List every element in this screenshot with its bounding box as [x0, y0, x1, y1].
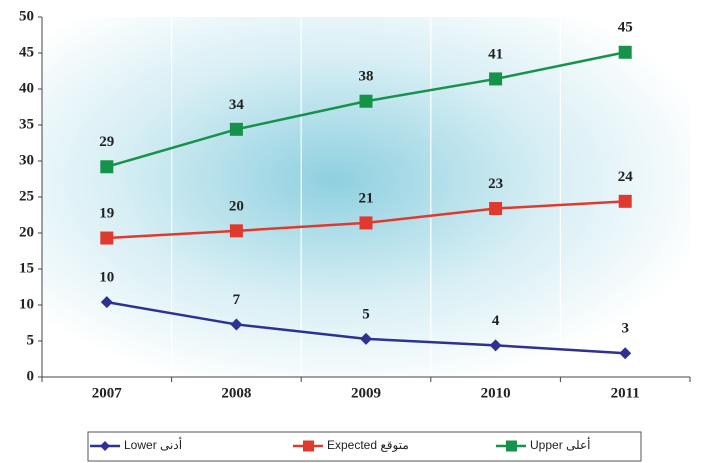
data-point [229, 122, 243, 136]
data-label: 41 [488, 46, 503, 62]
legend-box [87, 431, 642, 462]
data-label: 34 [229, 97, 245, 113]
plot-background [42, 17, 690, 377]
data-label: 10 [99, 270, 114, 286]
legend-label: Lower أدنى [124, 437, 182, 452]
y-tick-label: 25 [19, 188, 34, 204]
data-point [100, 160, 114, 174]
y-tick-label: 15 [19, 260, 34, 276]
data-label: 24 [618, 169, 634, 185]
data-label: 23 [488, 176, 503, 192]
data-point [100, 296, 113, 309]
y-tick-label: 50 [19, 8, 34, 24]
data-label: 38 [359, 69, 374, 85]
legend-label: Upper أعلى [530, 437, 591, 452]
y-tick-label: 40 [19, 80, 34, 96]
data-label: 29 [99, 134, 114, 150]
y-tick-label: 20 [19, 224, 34, 240]
legend-marker [100, 441, 110, 451]
data-label: 7 [233, 292, 241, 308]
x-tick-label: 2010 [481, 385, 511, 401]
data-point [359, 216, 373, 230]
data-label: 19 [99, 205, 114, 221]
x-tick-label: 2008 [221, 385, 251, 401]
data-point [489, 72, 503, 86]
data-point [100, 231, 114, 245]
y-tick-label: 45 [19, 44, 34, 60]
data-point [619, 347, 632, 360]
data-label: 3 [621, 321, 629, 337]
legend-label: Expected متوقع [327, 438, 409, 452]
data-point [618, 194, 632, 208]
data-point [229, 224, 243, 238]
data-point [230, 318, 243, 331]
x-tick-label: 2011 [611, 385, 640, 401]
y-tick-label: 30 [19, 152, 34, 168]
data-label: 21 [359, 190, 374, 206]
data-point [360, 332, 372, 345]
y-tick-label: 0 [27, 368, 35, 384]
data-point [359, 94, 373, 108]
data-point [618, 45, 632, 59]
data-point [489, 339, 502, 352]
x-tick-label: 2007 [92, 385, 123, 401]
x-tick-label: 2009 [351, 385, 381, 401]
y-tick-label: 5 [27, 332, 35, 348]
y-tick-label: 10 [19, 296, 34, 312]
y-tick-label: 35 [19, 116, 34, 132]
legend-marker [506, 440, 517, 452]
legend-marker [303, 440, 314, 452]
data-label: 5 [362, 306, 370, 322]
data-point [489, 202, 503, 216]
data-label: 45 [618, 20, 633, 36]
data-label: 20 [229, 198, 244, 214]
data-label: 4 [492, 313, 500, 329]
